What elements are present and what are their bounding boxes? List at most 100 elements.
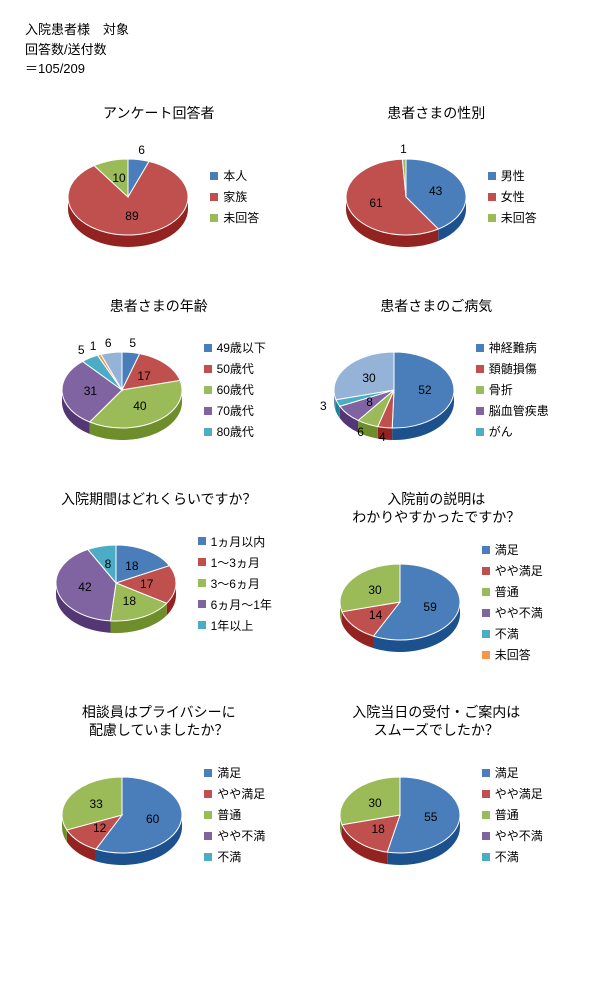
- legend-item: 1～3ヵ月: [198, 554, 272, 571]
- header-block: 入院患者様 対象 回答数/送付数 ＝105/209: [25, 20, 570, 79]
- chart-cell: 入院期間はどれくらいですか？1817184281ヵ月以内1～3ヵ月3～6ヵ月6ヵ…: [25, 490, 293, 663]
- pie-data-label: 42: [78, 580, 91, 594]
- legend-label: 6ヵ月～1年: [211, 596, 272, 613]
- legend-item: 神経難病: [476, 339, 549, 356]
- pie-data-label: 30: [362, 371, 375, 385]
- legend-swatch: [204, 832, 212, 840]
- chart-cell: アンケート回答者68910本人家族未回答: [25, 104, 293, 257]
- legend-item: 49歳以下: [204, 339, 266, 356]
- legend-label: やや満足: [217, 785, 265, 802]
- chart-title: アンケート回答者: [103, 104, 214, 122]
- pie-wrap: 55 18 30: [330, 755, 470, 875]
- legend-item: やや不満: [482, 827, 543, 844]
- legend-label: 満足: [495, 764, 519, 781]
- chart-body: 517403151649歳以下50歳代60歳代70歳代80歳代: [25, 330, 293, 450]
- legend-item: 80歳代: [204, 423, 266, 440]
- legend-item: 満足: [482, 764, 543, 781]
- pie-data-label: 18: [125, 559, 138, 573]
- legend-swatch: [482, 651, 490, 659]
- pie-wrap: 5174031516: [52, 330, 192, 450]
- legend-swatch: [210, 193, 218, 201]
- legend-item: 未回答: [210, 209, 259, 226]
- legend-label: 60歳代: [217, 381, 254, 398]
- chart-cell: 患者さまの性別43611男性女性未回答: [303, 104, 571, 257]
- legend-item: やや不満: [482, 604, 543, 621]
- pie-data-label: 1: [90, 339, 97, 353]
- legend-item: 3～6ヵ月: [198, 575, 272, 592]
- pie-data-label: 30: [368, 796, 381, 810]
- legend-swatch: [204, 386, 212, 394]
- pie-data-label: 12: [93, 821, 106, 835]
- legend-label: 女性: [501, 188, 525, 205]
- pie-data-label: 31: [84, 384, 97, 398]
- legend-label: 普通: [495, 583, 519, 600]
- legend-swatch: [482, 546, 490, 554]
- chart-cell: 患者さまのご病気52468330神経難病頚髄損傷骨折脳血管疾患がん: [303, 297, 571, 450]
- chart-cell: 相談員はプライバシーに 配慮していましたか？601233満足やや満足普通やや不満…: [25, 703, 293, 874]
- legend-label: やや不満: [495, 604, 543, 621]
- legend-swatch: [210, 214, 218, 222]
- pie-data-label: 5: [78, 343, 85, 357]
- pie-chart-svg: [330, 542, 470, 662]
- legend-item: やや不満: [204, 827, 265, 844]
- legend-label: 骨折: [489, 381, 513, 398]
- legend-swatch: [204, 853, 212, 861]
- chart-cell: 入院前の説明は わかりやすかったですか？591430満足やや満足普通やや不満不満…: [303, 490, 571, 663]
- pie-data-label: 1: [400, 142, 407, 156]
- pie-chart-svg: [52, 330, 192, 450]
- legend-label: やや不満: [217, 827, 265, 844]
- legend-item: 脳血管疾患: [476, 402, 549, 419]
- legend-label: 未回答: [223, 209, 259, 226]
- legend-swatch: [198, 558, 206, 566]
- legend: 男性女性未回答: [488, 167, 537, 226]
- legend-swatch: [204, 790, 212, 798]
- legend-swatch: [198, 537, 206, 545]
- pie-data-label: 18: [123, 594, 136, 608]
- legend-swatch: [476, 428, 484, 436]
- pie-data-label: 6: [138, 143, 145, 157]
- pie-wrap: 52468330: [324, 330, 464, 450]
- chart-title: 入院当日の受付・ご案内は スムーズでしたか？: [352, 703, 520, 739]
- legend-swatch: [488, 193, 496, 201]
- legend-item: 60歳代: [204, 381, 266, 398]
- legend: 満足やや満足普通やや不満不満未回答: [482, 541, 543, 663]
- pie-data-label: 8: [366, 395, 373, 409]
- legend-label: 3～6ヵ月: [211, 575, 260, 592]
- pie-data-label: 14: [369, 608, 382, 622]
- legend-swatch: [210, 172, 218, 180]
- chart-body: 601233満足やや満足普通やや不満不満: [25, 755, 293, 875]
- legend-label: やや満足: [495, 785, 543, 802]
- legend-item: やや満足: [482, 785, 543, 802]
- legend-label: 脳血管疾患: [489, 402, 549, 419]
- pie-data-label: 6: [357, 425, 364, 439]
- pie-data-label: 18: [371, 822, 384, 836]
- legend-item: 普通: [204, 806, 265, 823]
- chart-title: 患者さまのご病気: [380, 297, 492, 315]
- chart-body: 52468330神経難病頚髄損傷骨折脳血管疾患がん: [303, 330, 571, 450]
- legend-swatch: [198, 600, 206, 608]
- chart-title: 患者さまの性別: [387, 104, 485, 122]
- pie-data-label: 52: [418, 383, 431, 397]
- legend-swatch: [482, 832, 490, 840]
- pie-chart-svg: [58, 137, 198, 257]
- legend-item: がん: [476, 423, 549, 440]
- pie-data-label: 43: [429, 184, 442, 198]
- chart-cell: 入院当日の受付・ご案内は スムーズでしたか？551830満足やや満足普通やや不満…: [303, 703, 571, 874]
- legend-label: 頚髄損傷: [489, 360, 537, 377]
- legend-swatch: [204, 769, 212, 777]
- legend-label: 神経難病: [489, 339, 537, 356]
- pie-data-label: 4: [379, 430, 386, 444]
- legend-label: 本人: [223, 167, 247, 184]
- legend-label: 満足: [495, 541, 519, 558]
- pie-data-label: 60: [146, 812, 159, 826]
- header-line-2: 回答数/送付数: [25, 40, 570, 60]
- pie-data-label: 55: [424, 810, 437, 824]
- legend-item: 本人: [210, 167, 259, 184]
- legend-swatch: [476, 365, 484, 373]
- legend-swatch: [482, 567, 490, 575]
- pie-chart-svg: [330, 755, 470, 875]
- legend-item: 家族: [210, 188, 259, 205]
- chart-cell: 患者さまの年齢517403151649歳以下50歳代60歳代70歳代80歳代: [25, 297, 293, 450]
- pie-data-label: 33: [90, 797, 103, 811]
- legend-item: 満足: [482, 541, 543, 558]
